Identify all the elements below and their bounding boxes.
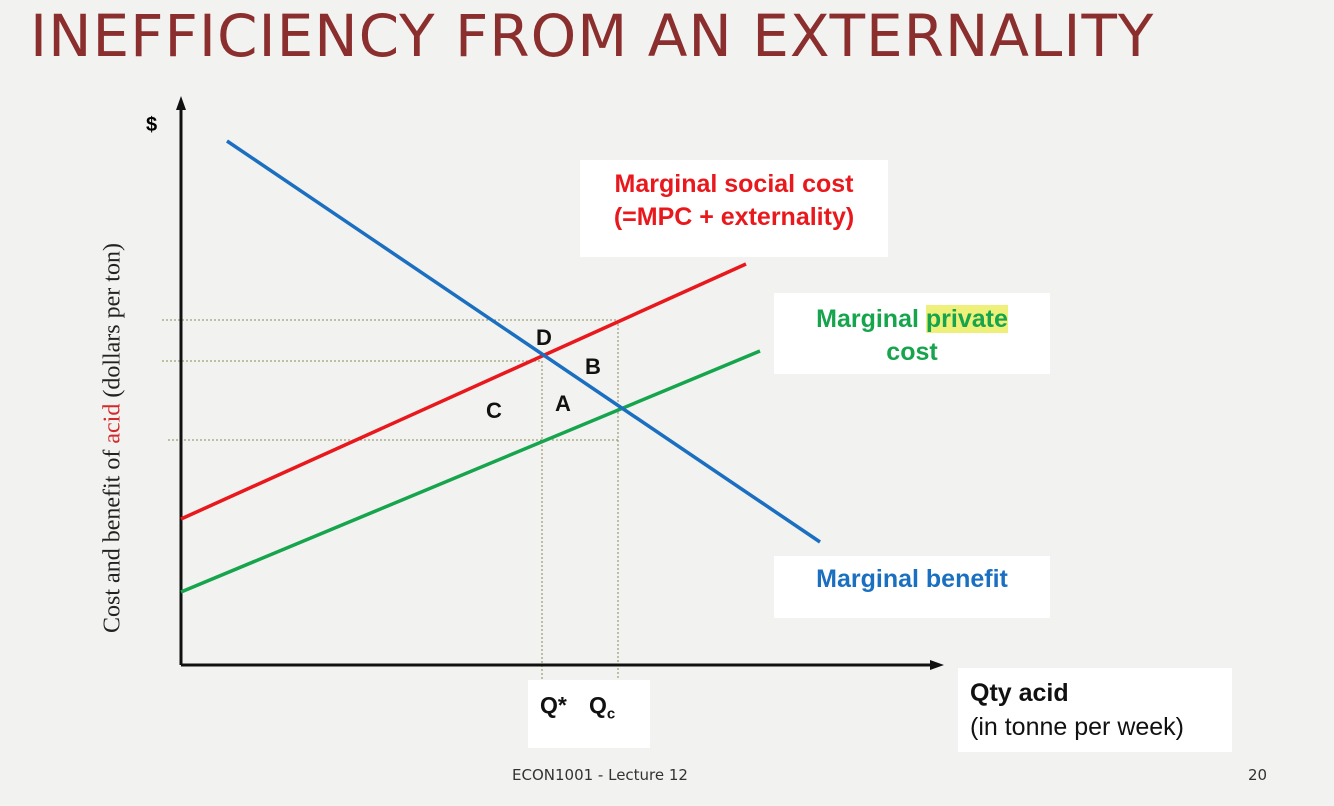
msc-label-line2: (=MPC + externality): [613, 203, 855, 231]
slide-title: INEFFICIENCY FROM AN EXTERNALITY: [30, 2, 1155, 70]
mpc-label-line2: cost: [886, 338, 938, 366]
y-axis-arrow: [176, 96, 186, 110]
msc-label: Marginal social cost (=MPC + externality…: [580, 168, 888, 234]
mb-label-box: [774, 556, 1050, 618]
x-axis-label: Qty acid (in tonne per week): [970, 676, 1184, 744]
q-c-main: Q: [589, 692, 607, 718]
x-axis-arrow: [930, 660, 944, 670]
q-star-label: Q*: [540, 692, 567, 718]
x-axis-label-box: [958, 668, 1232, 752]
point-label-d: D: [536, 325, 552, 350]
msc-label-line1: Marginal social cost: [614, 170, 854, 198]
x-axis-label-line1: Qty acid: [970, 679, 1069, 707]
mpc-label: Marginal private cost: [774, 303, 1050, 369]
marginal-benefit-curve: [226, 139, 821, 544]
page-number: 20: [1248, 766, 1268, 784]
y-axis-label-highlight: acid: [99, 403, 126, 444]
marginal-social-cost-curve: [180, 262, 747, 521]
guide-lines: [162, 319, 619, 680]
x-axis-label-line2: (in tonne per week): [970, 713, 1185, 741]
q-c-sub: c: [606, 705, 616, 723]
mb-label: Marginal benefit: [816, 565, 1008, 593]
y-axis-symbol: $: [146, 114, 158, 136]
marginal-private-cost-curve: [180, 349, 761, 594]
point-label-c: C: [486, 398, 502, 423]
mpc-label-line1: Marginal private: [774, 303, 1050, 336]
y-axis-label-before: Cost and benefit of: [99, 443, 126, 633]
mpc-label-word1: Marginal: [816, 305, 919, 333]
y-axis-label: Cost and benefit of acid (dollars per to…: [100, 243, 127, 633]
point-label-b: B: [585, 354, 601, 379]
quantity-label-box: [528, 680, 650, 748]
y-axis-label-after: (dollars per ton): [99, 243, 126, 404]
mpc-label-word2: private: [925, 305, 1008, 333]
q-c-label: Qc: [589, 692, 615, 723]
msc-label-box: [580, 160, 888, 257]
footer-text: ECON1001 - Lecture 12: [512, 766, 688, 784]
point-label-a: A: [555, 391, 571, 416]
